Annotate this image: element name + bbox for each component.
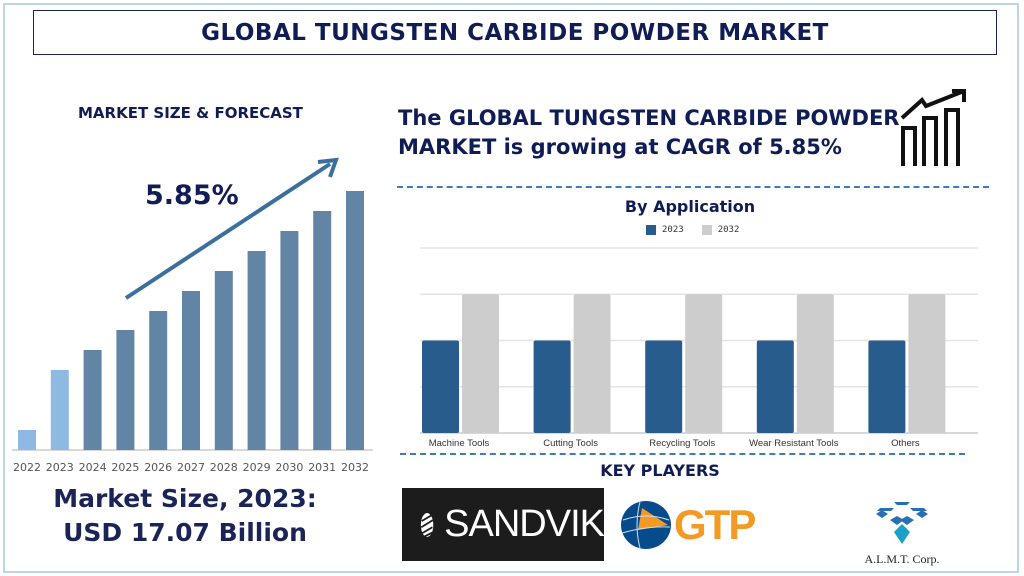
legend-swatch [701, 225, 712, 235]
page-title: GLOBAL TUNGSTEN CARBIDE POWDER MARKET [201, 19, 829, 46]
bar-2023-2 [645, 340, 683, 433]
bar-2026 [149, 311, 168, 450]
legend-label: 2032 [717, 225, 740, 235]
trend-arrow [124, 162, 332, 300]
key-players-heading: KEY PLAYERS [600, 461, 720, 480]
divider [400, 453, 965, 455]
headline-line2: MARKET is growing at CAGR of 5.85% [398, 135, 842, 159]
bar-2025 [116, 330, 135, 450]
market-size-line1: Market Size, 2023: [53, 484, 317, 513]
almt-logo: A.L.M.T. Corp. [842, 500, 962, 567]
tick-label: 2031 [308, 461, 336, 474]
bar-2024 [83, 350, 102, 450]
tick-label: 2024 [79, 461, 107, 474]
bar-2023-0 [422, 340, 459, 433]
legend-swatch [646, 225, 656, 235]
trend-arrow-head [317, 157, 339, 178]
chart-legend: 2023 2032 [646, 225, 739, 235]
bar-2028 [214, 271, 233, 450]
bar-2031 [313, 211, 332, 450]
bar-2032-1 [573, 294, 611, 433]
market-size-chart: 2022 2023 2024 2025 2026 2027 2028 2029 2030 2031… [12, 157, 373, 474]
page-frame [3, 3, 1019, 573]
tick-label: Others [891, 438, 920, 449]
market-size-text: Market Size, 2023: USD 17.07 Billion [20, 482, 350, 550]
bar-2023-1 [533, 340, 571, 433]
bar-2032-2 [685, 294, 723, 433]
headline-line1: The GLOBAL TUNGSTEN CARBIDE POWDER [398, 106, 900, 130]
gtp-globe-icon [621, 501, 671, 549]
divider [397, 186, 989, 188]
market-size-heading: MARKET SIZE & FORECAST [78, 104, 303, 122]
tick-label: 2026 [144, 461, 172, 474]
bar-2032-3 [796, 294, 834, 433]
sandvik-emblem-icon [420, 512, 434, 538]
bar-2029 [247, 251, 266, 450]
legend-item-2023: 2023 [646, 225, 684, 235]
headline: The GLOBAL TUNGSTEN CARBIDE POWDER MARKE… [398, 104, 899, 162]
title-banner: GLOBAL TUNGSTEN CARBIDE POWDER MARKET [33, 10, 997, 55]
tick-label: 2022 [13, 461, 41, 474]
bar-2032-4 [908, 294, 946, 433]
tick-label: 2029 [243, 461, 271, 474]
bar-2032 [346, 191, 364, 450]
legend-item-2032: 2032 [701, 225, 740, 235]
bar-2023 [50, 370, 69, 450]
almt-emblem-icon [876, 502, 928, 544]
application-chart: Machine Tools Cutting Tools Recycling Tool… [420, 247, 978, 449]
growth-chart-icon [900, 89, 966, 166]
sandvik-logo: SANDVIK [402, 488, 605, 561]
market-size-line2: USD 17.07 Billion [63, 518, 307, 547]
bar-2022 [18, 430, 36, 450]
tick-label: 2028 [210, 461, 238, 474]
tick-label: 2025 [111, 461, 139, 474]
tick-label: Recycling Tools [649, 438, 715, 449]
application-chart-title: By Application [624, 197, 756, 216]
tick-label: Wear Resistant Tools [749, 438, 839, 449]
bar-2030 [280, 231, 299, 450]
tick-label: 2030 [275, 461, 303, 474]
tick-label: 2023 [46, 461, 74, 474]
bar-2023-4 [868, 340, 906, 433]
gtp-logo: GTP [620, 500, 756, 550]
bar-2023-3 [756, 340, 794, 433]
tick-label: 2032 [341, 461, 369, 474]
tick-label: 2027 [177, 461, 205, 474]
cagr-label: 5.85% [145, 180, 239, 211]
legend-label: 2023 [662, 225, 684, 235]
bar-2027 [182, 291, 200, 450]
tick-label: Machine Tools [429, 438, 490, 449]
bar-2032-0 [462, 294, 499, 433]
tick-label: Cutting Tools [543, 438, 598, 449]
